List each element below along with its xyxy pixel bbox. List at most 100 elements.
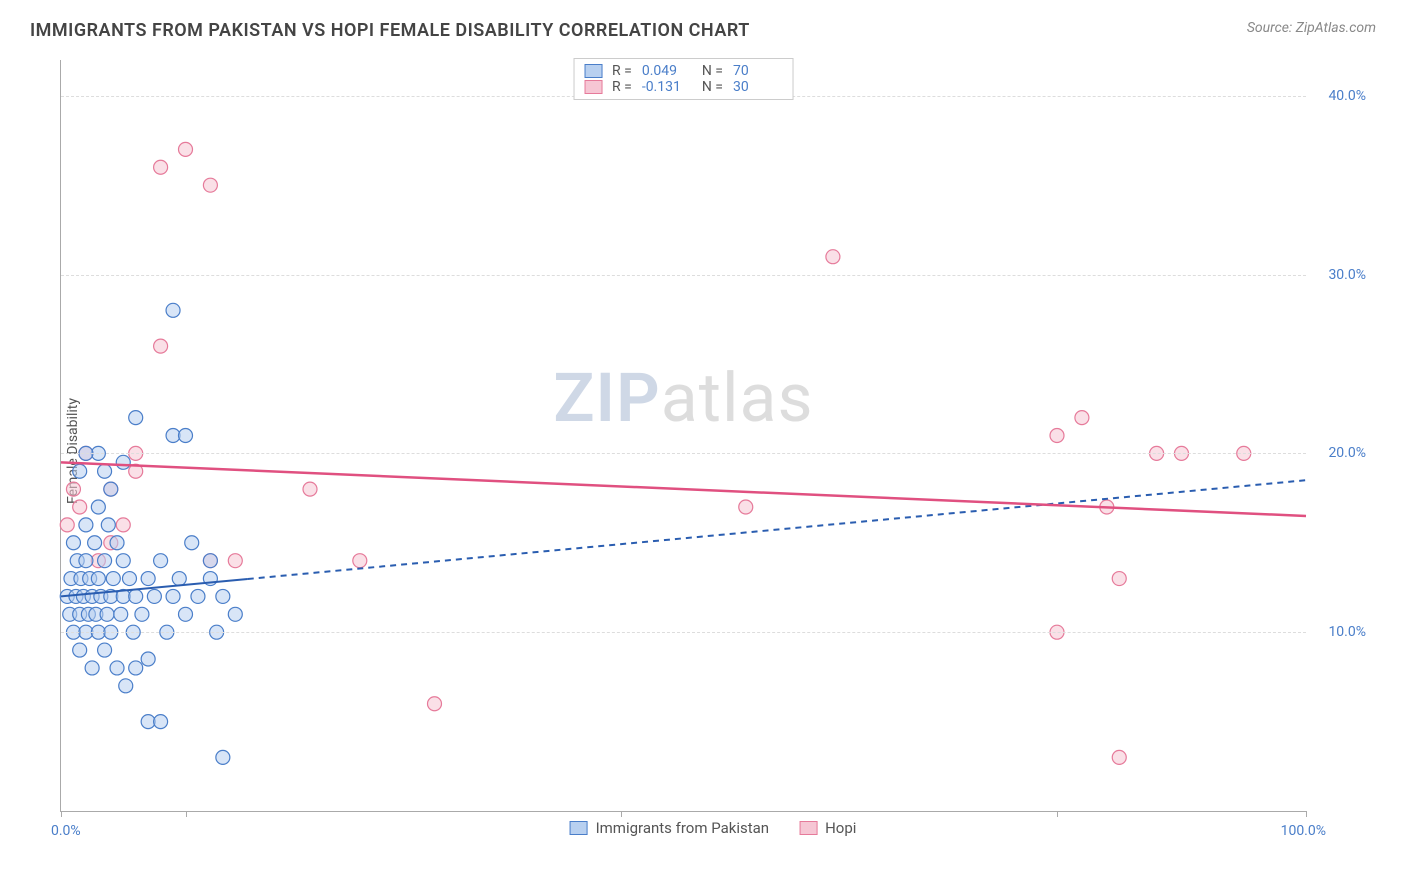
legend-swatch xyxy=(584,64,602,78)
legend-swatch xyxy=(570,821,588,835)
n-value: 30 xyxy=(733,79,783,95)
scatter-point xyxy=(826,250,840,264)
scatter-point xyxy=(154,339,168,353)
scatter-point xyxy=(154,160,168,174)
scatter-point xyxy=(116,455,130,469)
scatter-point xyxy=(79,518,93,532)
plot-area: ZIPatlas R =0.049N =70R =-0.131N =30 0.0… xyxy=(60,60,1306,812)
scatter-point xyxy=(216,589,230,603)
scatter-point xyxy=(60,518,74,532)
legend-series-label: Hopi xyxy=(825,819,856,837)
x-tick xyxy=(61,811,62,817)
scatter-point xyxy=(122,572,136,586)
scatter-point xyxy=(1075,411,1089,425)
scatter-point xyxy=(166,589,180,603)
scatter-point xyxy=(98,554,112,568)
scatter-point xyxy=(114,607,128,621)
y-tick-label: 40.0% xyxy=(1328,88,1366,104)
scatter-point xyxy=(203,178,217,192)
scatter-point xyxy=(116,554,130,568)
scatter-point xyxy=(88,536,102,550)
scatter-point xyxy=(154,554,168,568)
scatter-point xyxy=(428,697,442,711)
scatter-point xyxy=(1112,750,1126,764)
scatter-point xyxy=(110,661,124,675)
scatter-point xyxy=(179,142,193,156)
n-value: 70 xyxy=(733,63,783,79)
scatter-point xyxy=(91,572,105,586)
scatter-point xyxy=(104,482,118,496)
gridline xyxy=(61,453,1306,454)
legend-series-item: Immigrants from Pakistan xyxy=(570,819,770,837)
x-axis-min-label: 0.0% xyxy=(51,823,81,839)
scatter-point xyxy=(66,536,80,550)
scatter-svg xyxy=(61,60,1306,811)
source-name: ZipAtlas.com xyxy=(1296,20,1376,36)
scatter-point xyxy=(116,518,130,532)
scatter-point xyxy=(129,411,143,425)
scatter-point xyxy=(154,715,168,729)
scatter-point xyxy=(216,750,230,764)
legend-correlation-row: R =-0.131N =30 xyxy=(584,79,783,95)
legend-swatch xyxy=(799,821,817,835)
trend-line xyxy=(61,462,1306,516)
x-tick xyxy=(621,811,622,817)
chart-title: IMMIGRANTS FROM PAKISTAN VS HOPI FEMALE … xyxy=(30,20,750,41)
scatter-point xyxy=(66,482,80,496)
scatter-point xyxy=(147,589,161,603)
scatter-point xyxy=(185,536,199,550)
legend-series-label: Immigrants from Pakistan xyxy=(596,819,770,837)
scatter-point xyxy=(100,607,114,621)
scatter-point xyxy=(228,607,242,621)
scatter-point xyxy=(203,554,217,568)
r-label: R = xyxy=(612,63,632,79)
x-axis-max-label: 100.0% xyxy=(1281,823,1326,839)
y-tick-label: 30.0% xyxy=(1328,267,1366,283)
x-tick xyxy=(1057,811,1058,817)
legend-swatch xyxy=(584,80,602,94)
scatter-point xyxy=(79,554,93,568)
scatter-point xyxy=(303,482,317,496)
scatter-point xyxy=(191,589,205,603)
r-value: 0.049 xyxy=(642,63,692,79)
chart-wrap: Female Disability ZIPatlas R =0.049N =70… xyxy=(50,60,1376,842)
scatter-point xyxy=(135,607,149,621)
scatter-point xyxy=(73,643,87,657)
scatter-point xyxy=(101,518,115,532)
legend-correlation-row: R = 0.049 N = 70 xyxy=(584,63,783,79)
scatter-point xyxy=(73,500,87,514)
scatter-point xyxy=(106,572,120,586)
legend-correlation: R = 0.049 N = 70R = -0.131 N = 30 xyxy=(573,58,794,100)
scatter-point xyxy=(129,589,143,603)
r-label: R = xyxy=(612,79,632,95)
source-attribution: Source: ZipAtlas.com xyxy=(1247,20,1376,36)
scatter-point xyxy=(141,652,155,666)
scatter-point xyxy=(119,679,133,693)
gridline xyxy=(61,632,1306,633)
scatter-point xyxy=(1050,429,1064,443)
scatter-point xyxy=(110,536,124,550)
y-tick-label: 10.0% xyxy=(1328,624,1366,640)
scatter-point xyxy=(73,464,87,478)
scatter-point xyxy=(166,303,180,317)
scatter-point xyxy=(98,643,112,657)
legend-series: Immigrants from Pakistan Hopi xyxy=(570,819,857,837)
gridline xyxy=(61,275,1306,276)
legend-series-item: Hopi xyxy=(799,819,856,837)
scatter-point xyxy=(98,464,112,478)
r-value: -0.131 xyxy=(642,79,692,95)
n-label: N = xyxy=(702,63,723,79)
header: IMMIGRANTS FROM PAKISTAN VS HOPI FEMALE … xyxy=(0,0,1406,51)
scatter-point xyxy=(85,661,99,675)
scatter-point xyxy=(1112,572,1126,586)
scatter-point xyxy=(179,607,193,621)
x-tick xyxy=(1306,811,1307,817)
scatter-point xyxy=(129,661,143,675)
scatter-point xyxy=(179,429,193,443)
trend-line-dashed xyxy=(248,480,1306,579)
scatter-point xyxy=(141,572,155,586)
source-prefix: Source: xyxy=(1247,20,1296,36)
scatter-point xyxy=(228,554,242,568)
x-tick xyxy=(186,811,187,817)
scatter-point xyxy=(172,572,186,586)
